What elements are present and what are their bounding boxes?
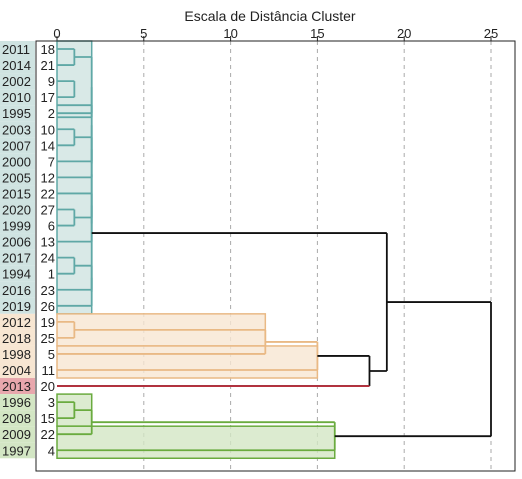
cluster-box (56, 345, 319, 379)
leaf-year-label: 2016 (2, 283, 31, 298)
leaf-year-label: 2020 (2, 203, 31, 218)
leaf-year-highlight (0, 40, 35, 58)
leaf-year-label: 2015 (2, 186, 31, 201)
leaf-case-label: 3 (48, 395, 55, 410)
leaf-year-highlight (0, 121, 35, 138)
leaf-year-label: 2005 (2, 170, 31, 185)
leaf-year-label: 2004 (2, 363, 31, 378)
cluster-box (56, 425, 336, 460)
leaf-year-label: 2000 (2, 154, 31, 169)
leaf-year-label: 2018 (2, 331, 31, 346)
leaf-case-label: 18 (41, 42, 55, 57)
leaf-year-label: 2012 (2, 315, 31, 330)
leaf-year-highlight (0, 153, 35, 170)
leaf-year-highlight (0, 233, 35, 250)
leaf-year-label: 2017 (2, 251, 31, 266)
leaf-case-label: 24 (41, 251, 55, 266)
leaf-year-highlight (0, 105, 35, 122)
leaf-case-label: 6 (48, 219, 55, 234)
leaf-year-label: 1994 (2, 267, 31, 282)
leaf-case-label: 15 (41, 411, 55, 426)
leaf-year-label: 2003 (2, 122, 31, 137)
leaf-case-label: 25 (41, 331, 55, 346)
leaf-case-label: 1 (48, 267, 55, 282)
leaf-case-label: 27 (41, 203, 55, 218)
leaf-year-highlight (0, 89, 35, 106)
leaf-year-highlight (0, 185, 35, 202)
x-tick-label: 5 (140, 26, 147, 41)
leaf-year-label: 2008 (2, 411, 31, 426)
leaf-case-label: 17 (41, 90, 55, 105)
leaf-case-label: 22 (41, 186, 55, 201)
leaf-year-highlight (0, 361, 35, 379)
leaf-case-label: 14 (41, 138, 55, 153)
leaf-year-label: 2007 (2, 138, 31, 153)
leaf-case-label: 4 (48, 443, 55, 458)
leaf-year-label: 1996 (2, 395, 31, 410)
x-tick-label: 25 (484, 26, 498, 41)
leaf-year-highlight (0, 378, 35, 395)
leaf-year-label: 1995 (2, 106, 31, 121)
leaf-year-highlight (0, 410, 35, 427)
leaf-case-label: 26 (41, 299, 55, 314)
chart-title: Escala de Distância Cluster (184, 8, 356, 24)
leaf-case-label: 22 (41, 427, 55, 442)
leaf-case-label: 7 (48, 154, 55, 169)
leaf-year-highlight (0, 201, 35, 218)
leaf-year-label: 2002 (2, 74, 31, 89)
leaf-year-highlight (0, 137, 35, 154)
x-axis-ticks: 0 5 10 15 20 25 (53, 26, 498, 41)
x-tick-label: 20 (397, 26, 411, 41)
leaf-year-highlight (0, 297, 35, 314)
leaf-case-label: 11 (42, 363, 56, 378)
leaf-case-label: 5 (48, 347, 55, 362)
leaf-case-label: 19 (41, 315, 55, 330)
cluster-boxes (56, 40, 336, 460)
leaf-year-label: 2013 (2, 379, 31, 394)
leaf-year-highlight (0, 281, 35, 298)
leaf-year-label: 2009 (2, 427, 31, 442)
leaf-case-label: 23 (41, 283, 55, 298)
leaf-case-label: 10 (41, 122, 55, 137)
leaf-year-label: 2019 (2, 299, 31, 314)
leaf-year-highlight (0, 313, 35, 330)
leaf-case-label: 2 (48, 106, 55, 121)
leaf-case-label: 13 (41, 235, 55, 250)
leaf-year-highlight (0, 265, 35, 282)
leaf-year-highlight (0, 217, 35, 234)
x-tick-label: 0 (53, 26, 60, 41)
leaf-year-highlight (0, 73, 35, 90)
leaf-case-label: 9 (48, 74, 55, 89)
grid-lines (143, 41, 492, 471)
leaf-year-highlight (0, 442, 35, 459)
leaf-case-label: 20 (41, 379, 55, 394)
x-tick-label: 15 (310, 26, 324, 41)
leaf-year-highlight (0, 249, 35, 266)
leaf-year-highlight (0, 345, 35, 362)
leaf-year-label: 2011 (2, 42, 30, 57)
leaf-year-highlight (0, 426, 35, 443)
leaf-year-highlight (0, 169, 35, 186)
leaf-case-label: 21 (41, 58, 55, 73)
plot-frame (35, 40, 516, 472)
leaf-year-label: 1999 (2, 219, 31, 234)
leaf-year-highlight (0, 394, 35, 411)
leaf-year-label: 2006 (2, 235, 31, 250)
leaf-year-label: 2010 (2, 90, 31, 105)
x-tick-label: 10 (223, 26, 237, 41)
leaf-year-highlight (0, 57, 35, 74)
leaf-year-label: 1998 (2, 347, 31, 362)
leaf-year-label: 1997 (2, 443, 31, 458)
leaf-year-highlight (0, 329, 35, 346)
leaf-case-label: 12 (41, 170, 55, 185)
dendrogram-links (57, 48, 492, 452)
leaf-year-label: 2014 (2, 58, 31, 73)
